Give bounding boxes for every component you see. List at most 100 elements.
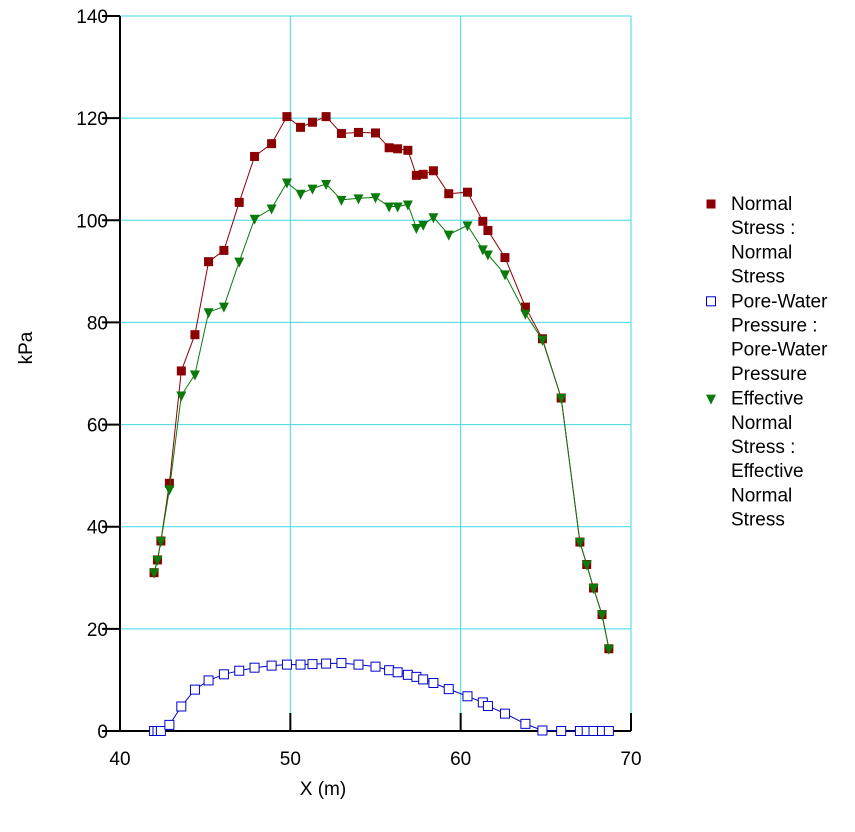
- series-line: [153, 115, 610, 649]
- legend-label: Pressure: [731, 364, 807, 385]
- data-point: [336, 658, 347, 669]
- data-point: [500, 253, 510, 263]
- legend-marker: [706, 199, 716, 209]
- data-point: [281, 178, 292, 189]
- legend-label: Stress: [731, 510, 785, 531]
- data-point: [353, 194, 364, 205]
- legend-label: Effective: [731, 389, 804, 410]
- data-point: [176, 366, 186, 376]
- legend-label: Stress :: [731, 218, 795, 239]
- data-point: [295, 189, 306, 200]
- data-point: [307, 659, 318, 670]
- y-tick-label: 120: [76, 109, 108, 130]
- data-point: [499, 708, 510, 719]
- series-2: [149, 658, 614, 736]
- data-point: [428, 213, 439, 224]
- legend: Normal Stress : Normal Stress Pore-Water Pres…: [706, 194, 828, 531]
- data-point: [588, 726, 599, 736]
- x-tick-label: 50: [280, 749, 301, 770]
- x-tick-label: 60: [450, 749, 471, 770]
- data-point: [152, 555, 163, 566]
- legend-label: Normal: [731, 485, 792, 506]
- data-point: [218, 302, 229, 313]
- data-point: [443, 684, 454, 695]
- data-point: [402, 200, 413, 211]
- data-point: [392, 667, 403, 678]
- data-point: [282, 112, 292, 122]
- y-tick-label: 0: [97, 722, 108, 743]
- data-point: [402, 669, 413, 680]
- legend-label: Pressure :: [731, 316, 818, 337]
- data-point: [411, 223, 422, 234]
- data-point: [234, 197, 244, 207]
- data-point: [581, 560, 592, 571]
- data-point: [296, 122, 306, 132]
- legend-entry-3: Effective Normal Stress : Effective Normal St…: [706, 389, 804, 531]
- data-point: [336, 128, 346, 138]
- data-point: [556, 394, 567, 405]
- legend-label: Effective: [731, 461, 804, 482]
- data-point: [477, 245, 488, 256]
- data-point: [462, 691, 473, 702]
- data-point: [189, 370, 200, 381]
- data-point: [234, 257, 245, 268]
- y-tick-label: 80: [87, 313, 108, 334]
- data-point: [520, 309, 531, 320]
- data-point: [281, 659, 292, 670]
- data-point: [190, 330, 200, 340]
- data-point: [249, 662, 260, 673]
- data-point: [370, 193, 381, 204]
- data-point: [203, 675, 214, 686]
- data-point: [556, 726, 567, 736]
- y-tick-label: 100: [76, 211, 108, 232]
- data-point: [321, 112, 331, 122]
- y-axis-title: kPa: [16, 331, 37, 364]
- data-point: [499, 270, 510, 281]
- data-point: [176, 701, 187, 712]
- data-point: [603, 644, 614, 655]
- data-point: [393, 144, 403, 154]
- x-axis-title: X (m): [300, 779, 346, 800]
- series-layer: [149, 112, 614, 736]
- data-point: [307, 117, 317, 127]
- data-point: [266, 660, 277, 671]
- legend-marker: [706, 296, 716, 307]
- y-tick-label: 20: [87, 620, 108, 641]
- legend-label: Pore-Water: [731, 291, 828, 312]
- data-point: [336, 195, 347, 206]
- data-point: [428, 677, 439, 688]
- data-point: [295, 659, 306, 670]
- data-point: [384, 665, 395, 676]
- grid: [120, 15, 632, 731]
- data-point: [164, 478, 174, 488]
- data-point: [266, 204, 277, 215]
- data-point: [189, 684, 200, 695]
- data-point: [392, 202, 403, 213]
- series-1: [149, 112, 614, 654]
- data-point: [218, 669, 229, 680]
- data-point: [164, 485, 175, 496]
- data-point: [155, 726, 166, 736]
- y-tick-label: 60: [87, 416, 108, 437]
- data-point: [597, 610, 608, 621]
- x-tick-label: 40: [109, 749, 130, 770]
- legend-label: Stress: [731, 267, 785, 288]
- data-point: [384, 202, 395, 213]
- data-point: [203, 308, 214, 319]
- legend-entry-2: Pore-Water Pressure : Pore-Water Pressure: [706, 291, 828, 385]
- data-point: [155, 537, 166, 548]
- data-point: [321, 180, 332, 191]
- data-point: [307, 184, 318, 195]
- data-point: [267, 139, 277, 149]
- y-tick-label: 140: [76, 7, 108, 28]
- data-point: [353, 127, 363, 137]
- data-point: [537, 335, 548, 346]
- data-point: [219, 245, 229, 255]
- legend-label: Pore-Water: [731, 340, 828, 361]
- data-point: [603, 726, 614, 736]
- data-point: [574, 538, 585, 549]
- data-point: [520, 718, 531, 729]
- data-point: [418, 220, 429, 231]
- data-point: [149, 568, 160, 579]
- legend-label: Stress :: [731, 437, 795, 458]
